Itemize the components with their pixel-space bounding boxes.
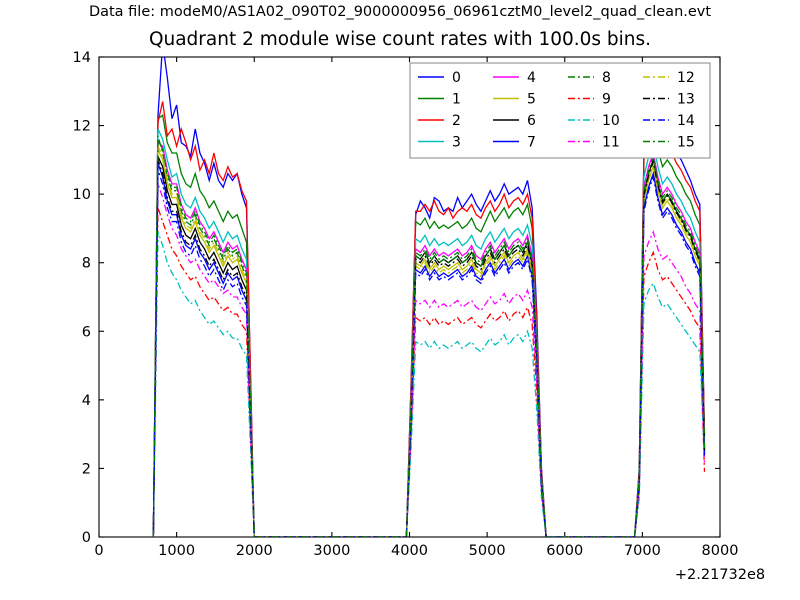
x-tick-label: 3000 — [313, 543, 350, 559]
legend-label-6[interactable]: 6 — [527, 113, 536, 129]
y-tick-label: 6 — [82, 324, 91, 340]
x-tick-label: 6000 — [546, 543, 583, 559]
legend-label-5[interactable]: 5 — [527, 92, 536, 108]
y-tick-label: 8 — [82, 256, 91, 272]
legend-label-11[interactable]: 11 — [602, 135, 620, 151]
series-line-15 — [152, 139, 706, 537]
x-tick-label: 1000 — [158, 543, 195, 559]
series-line-1 — [152, 114, 706, 537]
y-tick-label: 10 — [73, 187, 91, 203]
legend-label-8[interactable]: 8 — [602, 70, 611, 86]
legend-label-3[interactable]: 3 — [452, 135, 461, 151]
legend-label-2[interactable]: 2 — [452, 113, 461, 129]
series-line-10 — [152, 231, 706, 537]
x-tick-label: 7000 — [624, 543, 661, 559]
legend-label-13[interactable]: 13 — [677, 92, 695, 108]
y-tick-label: 2 — [82, 461, 91, 477]
series-line-14 — [152, 169, 706, 537]
legend-label-7[interactable]: 7 — [527, 135, 536, 151]
x-tick-label: 2000 — [236, 543, 273, 559]
legend-label-15[interactable]: 15 — [677, 135, 695, 151]
legend-label-1[interactable]: 1 — [452, 92, 461, 108]
legend-label-10[interactable]: 10 — [602, 113, 620, 129]
series-line-11 — [152, 183, 706, 537]
y-tick-label: 14 — [73, 50, 91, 66]
x-axis-offset-label: +2.21732e8 — [675, 567, 765, 583]
x-tick-label: 5000 — [469, 543, 506, 559]
data-file-label: Data file: modeM0/AS1A02_090T02_90000009… — [88, 4, 712, 20]
data-lines — [152, 57, 706, 537]
legend-label-14[interactable]: 14 — [677, 113, 695, 129]
legend-label-9[interactable]: 9 — [602, 92, 611, 108]
axes: 0 1000 2000 3000 4000 5000 6000 7000 80000246810… — [73, 50, 766, 583]
series-line-5 — [152, 149, 706, 537]
x-tick-label: 8000 — [702, 543, 739, 559]
legend-label-12[interactable]: 12 — [677, 70, 695, 86]
series-line-3 — [152, 128, 706, 537]
series-line-4 — [152, 141, 706, 537]
series-line-2 — [152, 101, 706, 537]
series-line-8 — [152, 135, 706, 537]
series-line-13 — [152, 159, 706, 537]
series-line-12 — [152, 145, 706, 537]
x-tick-label: 0 — [94, 543, 103, 559]
y-tick-label: 4 — [82, 393, 91, 409]
y-tick-label: 0 — [82, 530, 91, 546]
y-tick-label: 12 — [73, 119, 91, 135]
x-tick-label: 4000 — [391, 543, 428, 559]
series-line-9 — [152, 207, 706, 537]
legend-label-4[interactable]: 4 — [527, 70, 536, 86]
legend-label-0[interactable]: 0 — [452, 70, 461, 86]
chart-title: Quadrant 2 module wise count rates with … — [148, 29, 652, 50]
series-line-7 — [152, 163, 706, 537]
